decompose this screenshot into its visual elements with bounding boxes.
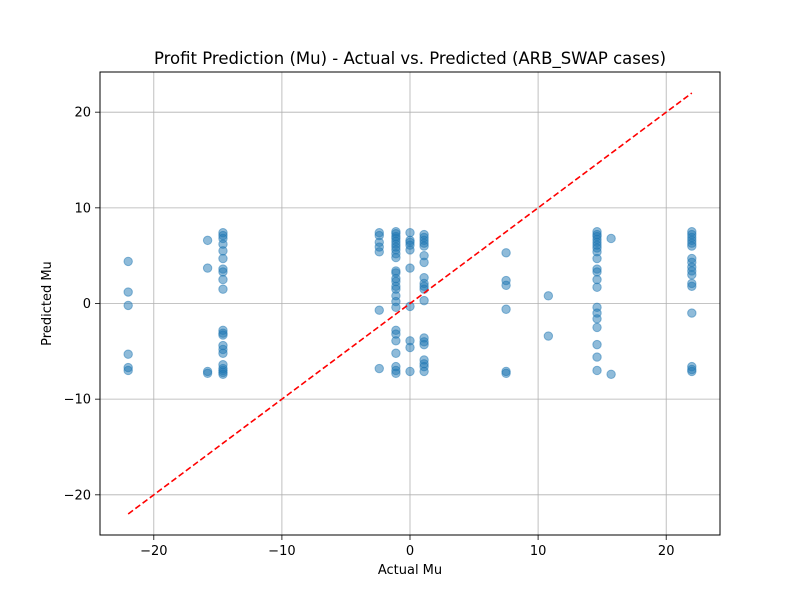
scatter-point [687, 241, 697, 251]
scatter-point [592, 253, 602, 264]
scatter-point [501, 304, 511, 314]
scatter-point [202, 235, 213, 246]
scatter-point [687, 270, 697, 280]
scatter-point [543, 291, 554, 301]
scatter-point [606, 369, 616, 379]
scatter-point [391, 252, 401, 263]
scatter-point [218, 267, 228, 277]
scatter-point [592, 339, 602, 350]
scatter-point [123, 256, 133, 267]
scatter-point [405, 245, 415, 255]
x-tick-label: −10 [268, 544, 295, 559]
data-points [123, 227, 697, 379]
scatter-point [592, 352, 602, 362]
scatter-point [391, 348, 401, 358]
scatter-point [501, 248, 511, 258]
scatter-point [405, 228, 415, 238]
scatter-point [419, 295, 429, 306]
scatter-point [543, 331, 554, 341]
scatter-point [123, 287, 133, 297]
scatter-point [592, 267, 602, 277]
scatter-point [218, 246, 228, 256]
scatter-point [218, 348, 228, 358]
scatter-point [687, 366, 697, 377]
scatter-point [218, 369, 228, 379]
scatter-point [687, 281, 697, 291]
scatter-point [123, 365, 133, 376]
y-tick-label: −20 [64, 488, 91, 503]
scatter-point [218, 284, 228, 294]
scatter-point [374, 363, 384, 374]
scatter-point [419, 241, 429, 251]
x-tick-label: 0 [406, 544, 414, 559]
scatter-point [687, 308, 697, 318]
scatter-point [419, 366, 429, 377]
y-axis-ticks: −20 −10 0 10 20 [64, 106, 100, 503]
scatter-point [405, 263, 415, 273]
scatter-point [405, 342, 415, 353]
y-axis-label: Predicted Mu [40, 261, 55, 346]
scatter-point [391, 336, 401, 346]
x-axis-label: Actual Mu [378, 563, 442, 578]
scatter-point [592, 322, 602, 333]
scatter-point [501, 280, 511, 291]
scatter-point [592, 274, 602, 285]
y-tick-label: 0 [83, 297, 91, 312]
chart-title: Profit Prediction (Mu) - Actual vs. Pred… [154, 49, 666, 69]
scatter-point [123, 349, 133, 359]
x-tick-label: 10 [530, 544, 547, 559]
scatter-point [419, 339, 429, 350]
scatter-point [218, 274, 228, 285]
scatter-point [374, 247, 384, 257]
scatter-point [202, 263, 213, 273]
y-tick-label: −10 [64, 393, 91, 408]
scatter-point [391, 368, 401, 379]
scatter-point [123, 300, 133, 311]
x-tick-label: 20 [658, 544, 675, 559]
scatter-point [592, 314, 602, 324]
scatter-point [391, 302, 401, 313]
scatter-point [592, 365, 602, 376]
scatter-point [405, 366, 415, 377]
scatter-point [419, 257, 429, 268]
x-axis-ticks: −20 −10 0 10 20 [140, 535, 674, 559]
y-tick-label: 20 [74, 106, 91, 121]
y-tick-label: 10 [74, 201, 91, 216]
scatter-point [218, 253, 228, 264]
scatter-point [218, 330, 228, 340]
scatter-point [592, 282, 602, 292]
scatter-point [501, 368, 511, 379]
scatter-point [202, 368, 213, 379]
reference-line [127, 92, 693, 515]
scatter-point [606, 233, 616, 244]
x-tick-label: −20 [140, 544, 167, 559]
scatter-point [374, 305, 384, 315]
